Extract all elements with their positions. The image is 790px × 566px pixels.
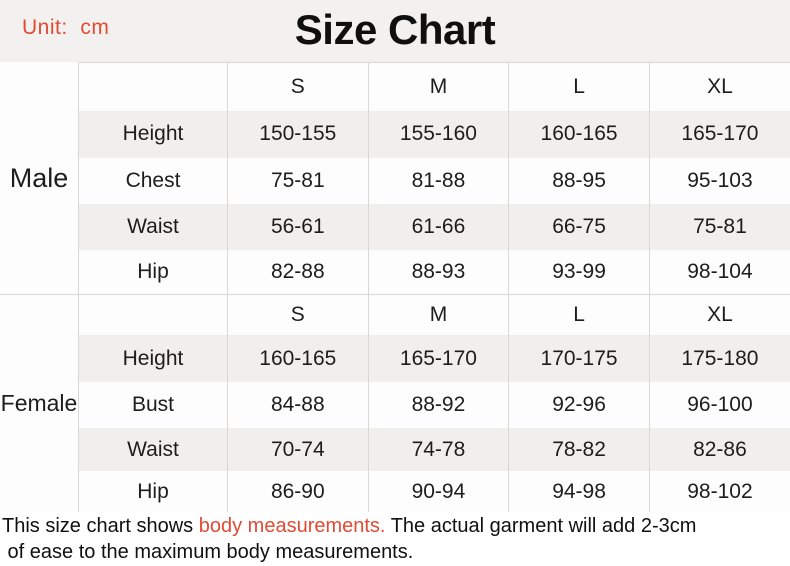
footnote-segment: The actual garment will add 2-3cm — [385, 515, 697, 537]
size-value-cell: 88-95 — [508, 157, 650, 204]
size-value-cell: 88-92 — [367, 382, 509, 428]
size-value-cell: 86-90 — [227, 471, 369, 514]
size-header-row: Male S M L XL — [0, 62, 790, 294]
size-value-cell: 75-81 — [648, 203, 790, 250]
size-value-cell: 155-160 — [367, 110, 509, 158]
size-value-cell: 170-175 — [508, 335, 650, 382]
size-value-cell: 93-99 — [508, 249, 650, 294]
size-value-cell: 160-165 — [227, 335, 369, 382]
measure-label: Height — [78, 110, 228, 158]
table-row: Bust 84-88 88-92 92-96 96-100 — [0, 382, 790, 428]
size-value-cell: 165-170 — [367, 335, 509, 382]
size-table-female: Female S M L XL Height 160-165 165-170 170-175 17… — [0, 293, 790, 514]
size-value-cell: 95-103 — [648, 157, 790, 204]
size-header-cell: L — [508, 293, 650, 335]
size-header-cell: XL — [648, 293, 790, 335]
page-title: Size Chart — [294, 6, 496, 53]
table-row: Waist 56-61 61-66 66-75 75-81 — [0, 203, 790, 250]
size-value-cell: 74-78 — [367, 428, 509, 471]
footnote-segment: This size chart shows — [2, 515, 199, 537]
size-value-cell: 98-104 — [648, 249, 790, 294]
measure-label: Bust — [131, 393, 175, 416]
gender-label: Female — [0, 293, 79, 514]
table-row: Hip 82-88 88-93 93-99 98-104 — [0, 249, 790, 294]
table-row: Waist 70-74 74-78 78-82 82-86 — [0, 428, 790, 471]
corner-cell — [78, 62, 228, 111]
size-table: Male S M L XL Height 150-155 155-160 160-165 165-… — [0, 62, 790, 514]
size-value-cell: 82-88 — [227, 249, 369, 294]
measure-label: Waist — [78, 203, 228, 250]
size-value-cell: 88-93 — [367, 249, 509, 294]
size-header-cell: S — [227, 293, 369, 335]
size-table-male: Male S M L XL Height 150-155 155-160 160-165 165-… — [0, 62, 790, 294]
size-value-cell: 92-96 — [508, 382, 650, 428]
size-value-cell: 70-74 — [227, 428, 369, 471]
footnote-highlight: body measurements. — [198, 515, 386, 537]
table-row: Height 150-155 155-160 160-165 165-170 — [0, 110, 790, 158]
measure-label: Waist — [78, 428, 228, 471]
corner-cell — [78, 293, 228, 335]
size-value-cell: 150-155 — [227, 110, 369, 158]
size-value-cell: 96-100 — [648, 382, 790, 428]
size-header-cell: M — [367, 293, 509, 335]
size-value-cell: 165-170 — [648, 110, 790, 158]
measure-label: Hip — [78, 471, 228, 514]
measure-label: Height — [78, 335, 228, 382]
footnote: This size chart shows body measurements.… — [0, 512, 790, 566]
size-value-cell: 78-82 — [508, 428, 650, 471]
size-value-cell: 75-81 — [227, 157, 369, 204]
size-header-cell: M — [367, 62, 509, 111]
size-value-cell: 66-75 — [508, 203, 650, 250]
table-row: Hip 86-90 90-94 94-98 98-102 — [0, 471, 790, 514]
footnote-line: This size chart shows body measurements.… — [2, 513, 790, 539]
size-value-cell: 61-66 — [367, 203, 509, 250]
footnote-segment: of ease to the maximum body measurements… — [2, 541, 414, 563]
measure-label: Chest — [125, 168, 181, 192]
size-value-cell: 84-88 — [227, 382, 369, 428]
size-value-cell: 175-180 — [648, 335, 790, 382]
size-header-row: Female S M L XL — [0, 293, 790, 514]
size-value-cell: 56-61 — [227, 203, 369, 250]
size-value-cell: 81-88 — [367, 157, 509, 204]
table-row: Chest 75-81 81-88 88-95 95-103 — [0, 157, 790, 204]
size-value-cell: 98-102 — [648, 471, 790, 514]
table-row: Height 160-165 165-170 170-175 175-180 — [0, 335, 790, 382]
footnote-line: of ease to the maximum body measurements… — [2, 539, 790, 565]
size-value-cell: 160-165 — [508, 110, 650, 158]
chart-header: Unit: cm Size Chart — [0, 0, 790, 62]
size-value-cell: 94-98 — [508, 471, 650, 514]
size-value-cell: 90-94 — [367, 471, 509, 514]
measure-label: Hip — [137, 259, 169, 283]
size-value-cell: 82-86 — [648, 428, 790, 471]
size-header-cell: S — [227, 62, 369, 111]
unit-label: Unit: cm — [22, 16, 110, 39]
gender-label: Male — [0, 62, 79, 294]
size-header-cell: L — [508, 62, 650, 111]
size-header-cell: XL — [648, 62, 790, 111]
